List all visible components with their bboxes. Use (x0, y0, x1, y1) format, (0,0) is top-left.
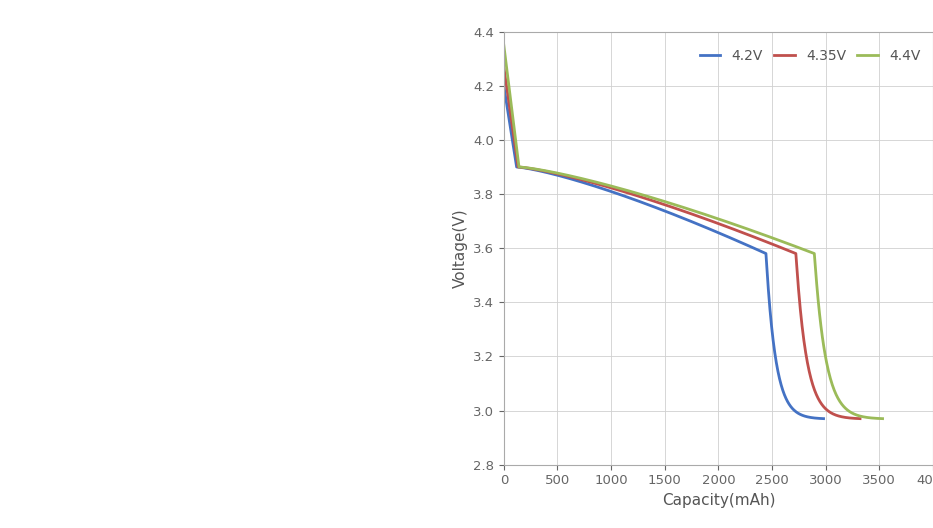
4.4V (498, 42, 509, 49)
4.2V (498, 82, 509, 89)
4.35V (855, 416, 866, 422)
4.2V (684, 218, 695, 224)
Legend: 4.2V, 4.35V, 4.4V: 4.2V, 4.35V, 4.4V (694, 43, 926, 68)
4.2V (818, 416, 829, 422)
4.2V (741, 242, 752, 248)
4.4V (728, 221, 739, 228)
4.2V (518, 165, 529, 171)
4.35V (725, 225, 736, 231)
X-axis label: Capacity(mAh): Capacity(mAh) (661, 493, 775, 508)
4.4V (740, 225, 751, 231)
Line: 4.35V: 4.35V (504, 67, 860, 419)
4.35V (715, 221, 726, 228)
4.4V (877, 416, 888, 422)
4.35V (498, 64, 509, 70)
4.4V (786, 242, 797, 248)
4.4V (718, 218, 730, 224)
4.2V (773, 374, 785, 380)
4.35V (805, 374, 816, 380)
4.2V (702, 225, 713, 231)
4.35V (520, 165, 531, 171)
4.4V (522, 165, 533, 171)
4.35V (769, 242, 780, 248)
4.35V (705, 218, 717, 224)
Line: 4.2V: 4.2V (504, 86, 824, 419)
4.4V (825, 374, 836, 380)
4.2V (692, 221, 703, 228)
Line: 4.4V: 4.4V (504, 45, 883, 419)
Y-axis label: Voltage(V): Voltage(V) (453, 209, 467, 288)
